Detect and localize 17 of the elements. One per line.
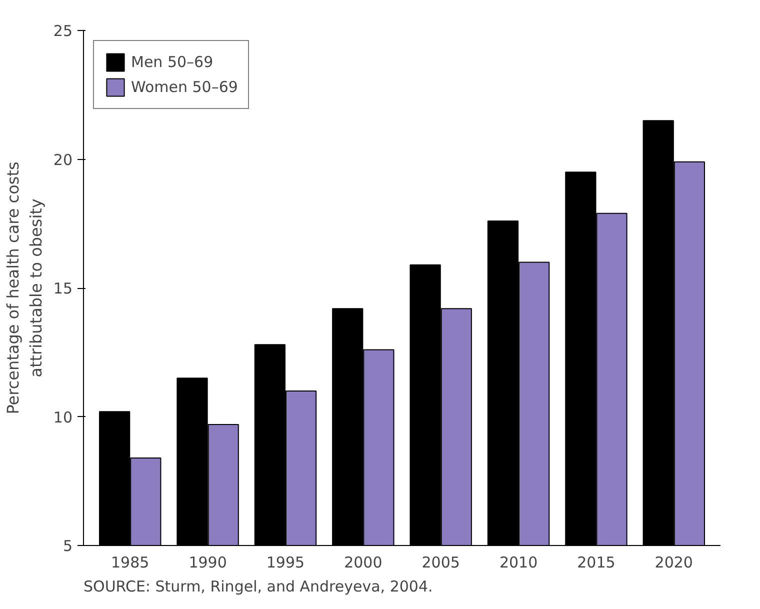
x-tick-label: 2005 xyxy=(422,554,460,572)
x-tick-label: 1995 xyxy=(266,554,305,572)
legend-label: Women 50–69 xyxy=(131,78,238,96)
y-tick-label: 15 xyxy=(53,280,73,298)
y-tick-label: 20 xyxy=(53,150,73,169)
x-tick-label: 2020 xyxy=(654,554,693,572)
legend-label: Men 50–69 xyxy=(131,53,214,71)
x-tick-label: 2000 xyxy=(344,554,382,572)
x-tick-label: 2015 xyxy=(577,554,616,572)
x-tick-label: 2010 xyxy=(499,554,538,572)
source-note: SOURCE: Sturm, Ringel, and Andreyeva, 2004. xyxy=(84,578,433,596)
y-tick-label: 10 xyxy=(53,408,73,426)
y-axis-title: Percentage of health care costs attributable to obesity xyxy=(4,162,46,414)
y-tick-label: 25 xyxy=(53,22,73,40)
y-tick-label: 5 xyxy=(62,537,73,555)
x-tick-label: 1990 xyxy=(188,554,227,572)
x-tick-label: 1985 xyxy=(111,554,150,572)
